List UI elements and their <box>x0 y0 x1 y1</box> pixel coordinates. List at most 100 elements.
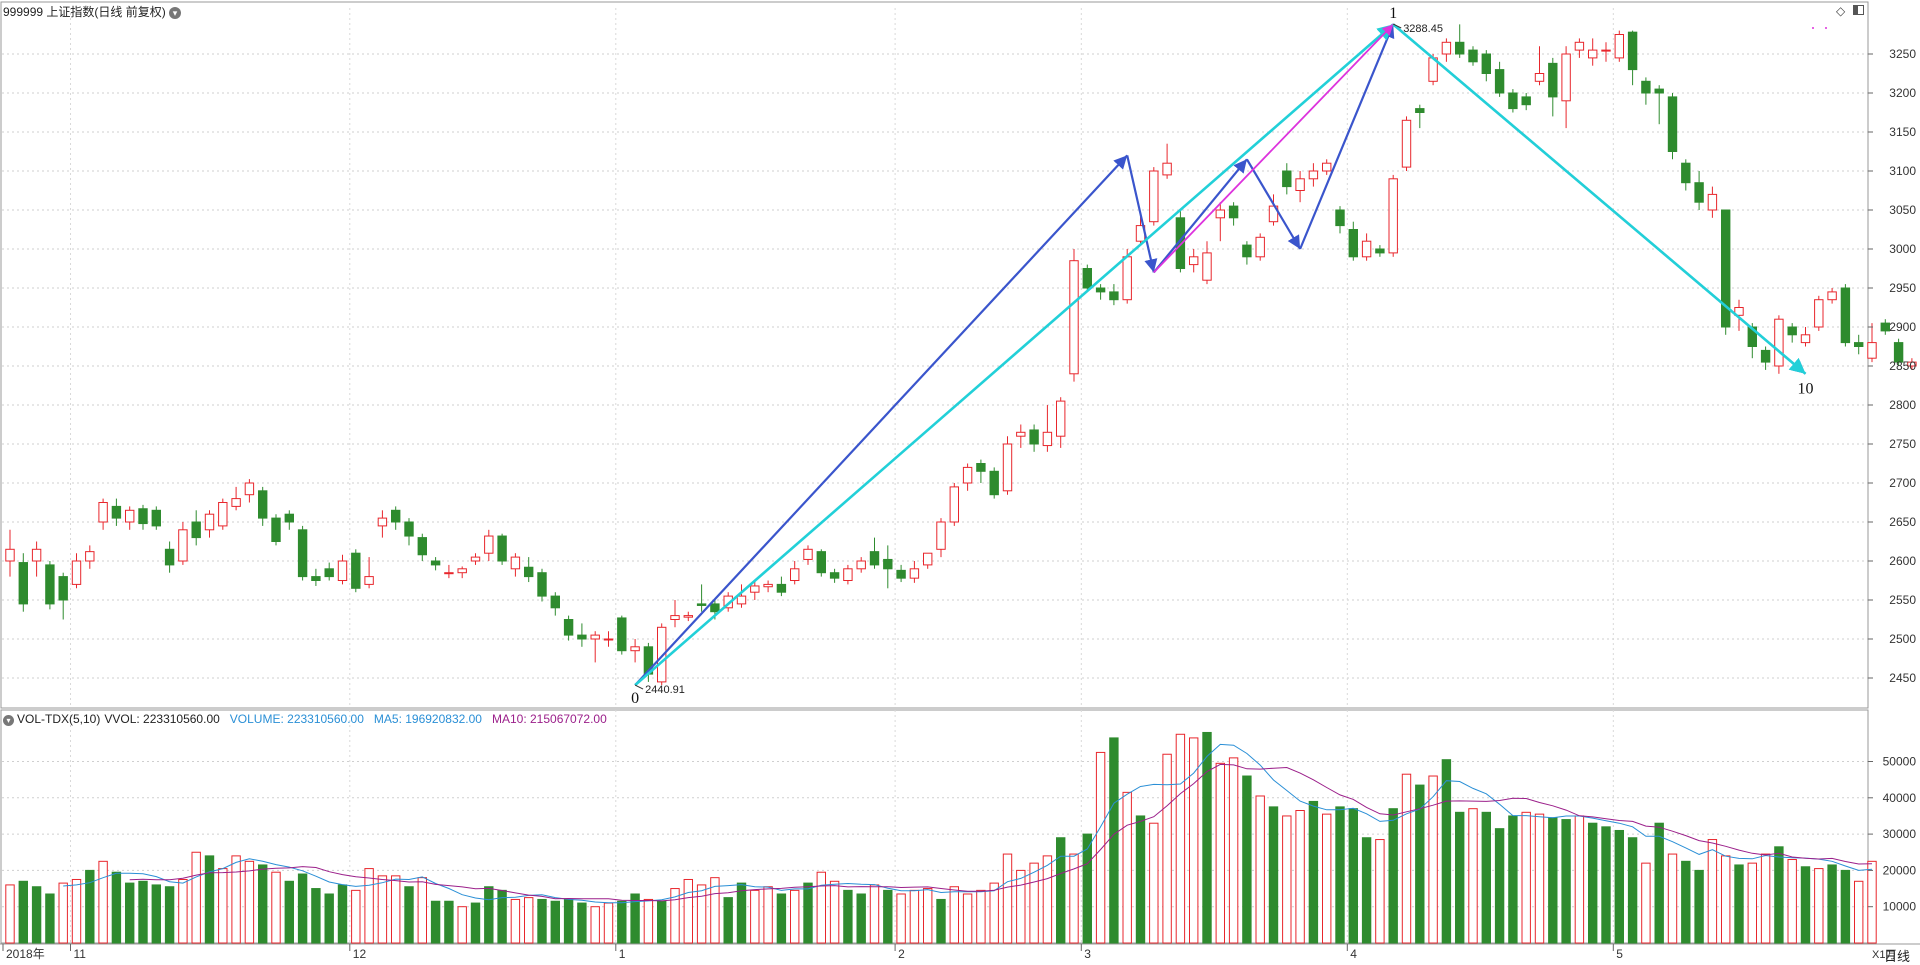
candle-body <box>683 615 693 618</box>
volume-bar <box>1840 869 1851 944</box>
chart-grid <box>2 53 1868 908</box>
volume-bar <box>590 906 600 944</box>
candle <box>617 615 627 655</box>
wave-label: 10 <box>1798 380 1814 397</box>
period-tab[interactable]: 日线 <box>1883 949 1910 964</box>
chevron-down-icon[interactable]: ▾ <box>169 6 182 19</box>
candle <box>151 506 162 530</box>
volume-bar <box>1082 833 1092 944</box>
candle <box>430 557 441 571</box>
volume-bar <box>271 871 281 944</box>
volume-bar <box>856 893 866 944</box>
candle-body <box>524 566 534 578</box>
candle <box>1534 46 1545 86</box>
candle-body <box>138 508 148 525</box>
candle <box>457 566 467 579</box>
volume-bar <box>5 884 15 944</box>
volume-bar <box>337 884 348 944</box>
volume-bar <box>829 880 840 944</box>
candle-body <box>444 572 454 575</box>
volume-bar <box>404 886 414 944</box>
candle-body <box>1521 96 1531 106</box>
candle <box>404 518 414 546</box>
candle-body <box>1893 342 1904 363</box>
price-tick-label: 2450 <box>1889 671 1916 685</box>
candle <box>1734 299 1744 331</box>
candle <box>909 561 920 583</box>
candle-body <box>949 486 959 523</box>
volume-bar <box>657 900 667 944</box>
candle-body <box>1681 162 1691 184</box>
candle-body <box>218 502 228 527</box>
volume-bar <box>1268 806 1279 944</box>
candle <box>776 576 787 597</box>
candle-body <box>470 556 481 562</box>
candle <box>670 600 680 628</box>
candle-body <box>1694 182 1704 203</box>
price-tick-label: 2850 <box>1889 359 1916 373</box>
volume-bar <box>311 888 321 944</box>
candle <box>1654 85 1664 125</box>
ma10-value: MA10: 215067072.00 <box>491 712 607 726</box>
volume-bar <box>1228 757 1239 944</box>
volume-bar <box>1002 853 1013 944</box>
candle <box>577 623 587 647</box>
candle-body <box>1867 342 1877 359</box>
volume-bar <box>151 884 162 944</box>
candle-body <box>377 517 388 527</box>
volume-bar <box>723 897 733 944</box>
candle <box>1016 424 1026 448</box>
volume-bar <box>1827 864 1837 944</box>
time-axis: 2018年 11 12 1 2 3 4 5 <box>2 944 1623 961</box>
price-tick-label: 3000 <box>1889 242 1916 256</box>
candle <box>271 514 281 546</box>
volume-bar <box>444 900 454 944</box>
candle <box>1322 159 1332 175</box>
candle <box>1707 186 1718 218</box>
volume-bar <box>1189 737 1199 944</box>
candle-body <box>1069 260 1079 375</box>
candle <box>590 631 600 663</box>
volume-bar <box>1441 759 1452 944</box>
volume-bar <box>430 900 441 944</box>
candle-body <box>563 619 574 636</box>
candle <box>1215 202 1225 242</box>
candle-body <box>1322 162 1332 172</box>
panel-toggle-icon[interactable] <box>1853 5 1864 15</box>
candle-body <box>843 568 853 581</box>
candle-body <box>417 537 428 556</box>
candle <box>284 510 295 530</box>
volume-bar <box>377 875 388 944</box>
candle <box>204 510 215 538</box>
volume-bar <box>736 882 747 944</box>
candle-body <box>537 572 547 597</box>
diamond-icon[interactable]: ◇ <box>1836 4 1846 18</box>
candle-body <box>297 529 308 578</box>
candle <box>1002 436 1013 495</box>
volume-bar <box>1588 822 1598 944</box>
volume-bar <box>1681 860 1691 944</box>
candle <box>696 584 707 612</box>
candle-body <box>1375 248 1385 254</box>
candle <box>58 572 68 620</box>
candle <box>1694 171 1704 210</box>
candle <box>803 545 813 565</box>
candle-body <box>1508 92 1518 110</box>
candle <box>1468 46 1478 66</box>
candle <box>1295 171 1305 203</box>
candle <box>869 537 880 569</box>
chevron-down-icon[interactable]: ▾ <box>3 715 14 726</box>
volume-bar <box>1335 806 1345 944</box>
candle <box>244 479 255 503</box>
volume-bar <box>1149 822 1159 944</box>
candle-body <box>1854 342 1864 348</box>
candle-body <box>1667 96 1678 152</box>
volume-bar <box>524 897 534 944</box>
candle <box>1082 264 1092 292</box>
volume-bar <box>1574 815 1585 944</box>
candle-body <box>1242 244 1252 258</box>
candle-body <box>896 569 906 579</box>
volume-bar <box>1654 822 1664 944</box>
candle <box>1614 30 1624 62</box>
